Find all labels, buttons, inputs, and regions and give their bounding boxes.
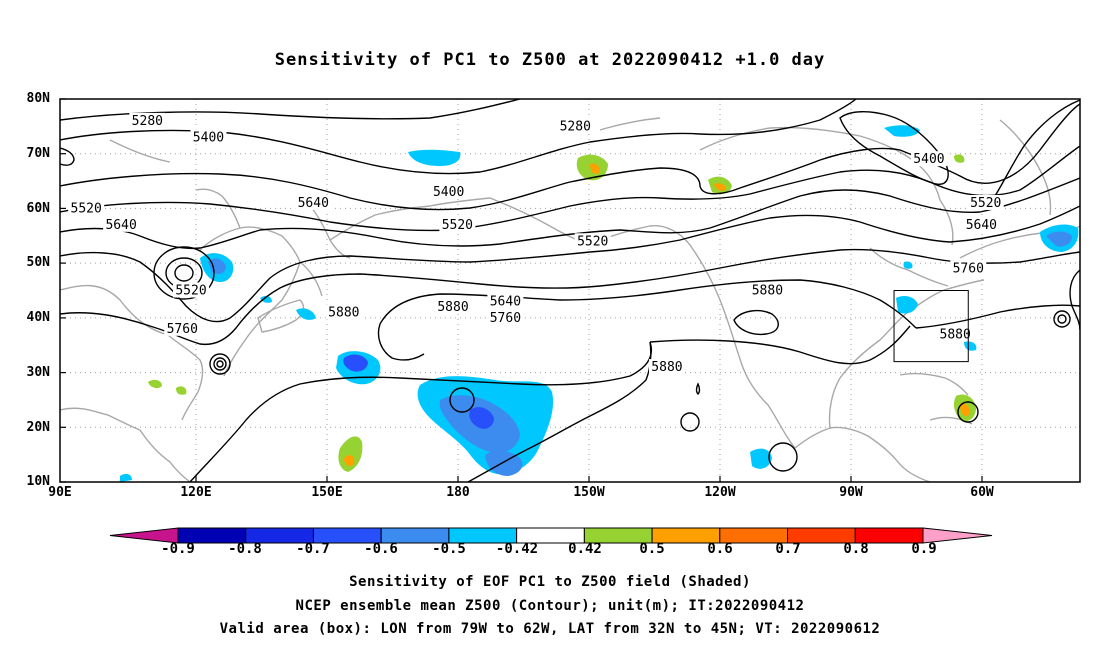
colorbar-label: 0.6: [707, 541, 733, 557]
lon-label-90w: 90W: [839, 485, 863, 500]
contour-label-bg: [68, 200, 105, 216]
contour-label-bg: [295, 194, 332, 210]
contour-label: 5880: [651, 360, 682, 375]
lat-label-40n: 40N: [26, 310, 50, 325]
colorbar-high-arrow: [922, 527, 993, 544]
caption-line-1: Sensitivity of EOF PC1 to Z500 field (Sh…: [349, 574, 751, 590]
lat-label-10n: 10N: [26, 474, 50, 489]
contour-label-bg: [557, 118, 594, 134]
contour-label-bg: [430, 184, 467, 200]
colorbar-label: 0.9: [911, 541, 937, 557]
contour-label: 5880: [328, 305, 359, 320]
colorbar-label: -0.5: [432, 541, 466, 557]
lon-label-120e: 120E: [180, 485, 212, 500]
contour-label-bg: [325, 304, 362, 320]
lat-label-20n: 20N: [26, 420, 50, 435]
lon-label-180: 180: [446, 485, 470, 500]
map-frame: [59, 98, 1081, 483]
colorbar-label: 0.42: [568, 541, 602, 557]
contour-label-bg: [967, 194, 1004, 210]
contour-label: 5760: [490, 311, 521, 326]
lat-label-60n: 60N: [26, 201, 50, 216]
contour-label: 5400: [433, 185, 464, 200]
colorbar-label: -0.8: [228, 541, 262, 557]
contour-label-bg: [487, 309, 524, 325]
contour-label: 5280: [132, 114, 163, 129]
contour-label: 5880: [437, 300, 468, 315]
contour-label-bg: [574, 233, 611, 249]
lon-label-150e: 150E: [311, 485, 343, 500]
valid-area-box: [893, 290, 969, 363]
contour-label-bg: [950, 260, 987, 276]
contour-label: 5640: [298, 196, 329, 211]
lat-label-80n: 80N: [26, 91, 50, 106]
contour-label: 5520: [577, 234, 608, 249]
contour-label-bg: [749, 282, 786, 298]
contour-label-bg: [190, 129, 227, 145]
colorbar: [109, 527, 993, 544]
colorbar-label: 0.7: [775, 541, 801, 557]
colorbar-label: -0.7: [296, 541, 330, 557]
contour-label: 5640: [490, 294, 521, 309]
colorbar-label: -0.6: [364, 541, 398, 557]
z500-contours: [60, 99, 1080, 482]
sensitivity-shading: [120, 125, 1079, 482]
contour-label: 5640: [966, 218, 997, 233]
contour-label: 5880: [940, 327, 971, 342]
contour-label-bg: [937, 326, 974, 342]
contour-label-bg: [487, 293, 524, 309]
contour-label: 5760: [167, 322, 198, 337]
colorbar-label: -0.42: [495, 541, 539, 557]
caption-line-3: Valid area (box): LON from 79W to 62W, L…: [219, 621, 881, 637]
contour-labels: 5280 5280 5400 5400 5400 5520 5520 5520 5520 5520…: [68, 112, 1004, 375]
contour-label: 5880: [752, 284, 783, 299]
contour-label-bg: [129, 112, 166, 128]
figure-title: Sensitivity of PC1 to Z500 at 2022090412…: [274, 50, 826, 70]
lon-label-150w: 150W: [573, 485, 605, 500]
colorbar-label: 0.5: [639, 541, 665, 557]
lon-label-120w: 120W: [704, 485, 736, 500]
caption-line-2: NCEP ensemble mean Z500 (Contour); unit(…: [295, 598, 805, 614]
coastlines: [60, 117, 1080, 482]
colorbar-label: 0.8: [843, 541, 869, 557]
tick-marks: [60, 98, 983, 483]
lon-label-60w: 60W: [970, 485, 994, 500]
lat-label-70n: 70N: [26, 146, 50, 161]
contour-label-bg: [963, 216, 1000, 232]
contour-label-bg: [439, 216, 476, 232]
contour-label: 5280: [560, 119, 591, 134]
contour-label: 5400: [193, 130, 224, 145]
lat-label-30n: 30N: [26, 365, 50, 380]
lat-label-50n: 50N: [26, 255, 50, 270]
contour-label-bg: [164, 320, 201, 336]
contour-label-bg: [103, 216, 140, 232]
contour-label: 5520: [71, 201, 102, 216]
contour-label: 5520: [970, 196, 1001, 211]
lon-label-90e: 90E: [48, 485, 72, 500]
contour-label-bg: [435, 298, 471, 314]
contour-label-bg: [173, 282, 209, 298]
colorbar-label: -0.9: [161, 541, 195, 557]
contour-label: 5760: [953, 262, 984, 277]
contour-label: 5400: [913, 152, 944, 167]
contour-label: 5640: [105, 218, 136, 233]
contour-label-bg: [910, 151, 947, 167]
contour-label: 5520: [442, 218, 473, 233]
contour-label: 5520: [175, 284, 206, 299]
contour-label-bg: [648, 359, 685, 375]
